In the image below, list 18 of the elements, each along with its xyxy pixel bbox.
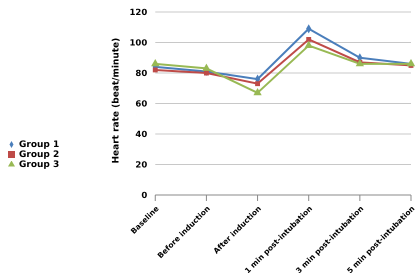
- y-tick-label: 100: [130, 38, 148, 49]
- y-tick-label: 40: [135, 130, 148, 140]
- y-tick-label: 80: [135, 69, 148, 80]
- legend-label: Group 2: [19, 150, 60, 160]
- point: [255, 81, 260, 86]
- legend-label: Group 3: [19, 160, 60, 170]
- y-axis-title: Heart rate (beat/minute): [111, 38, 122, 164]
- point: [151, 59, 160, 66]
- legend-label: Group 1: [19, 140, 60, 150]
- point: [253, 88, 262, 96]
- y-tick-label: 20: [135, 160, 148, 171]
- y-tick-label: 60: [135, 100, 148, 110]
- point: [304, 40, 313, 48]
- point: [306, 37, 312, 42]
- y-tick-label: 0: [141, 191, 148, 202]
- point: [204, 70, 209, 76]
- point: [152, 68, 158, 72]
- y-tick-label: 120: [130, 8, 148, 18]
